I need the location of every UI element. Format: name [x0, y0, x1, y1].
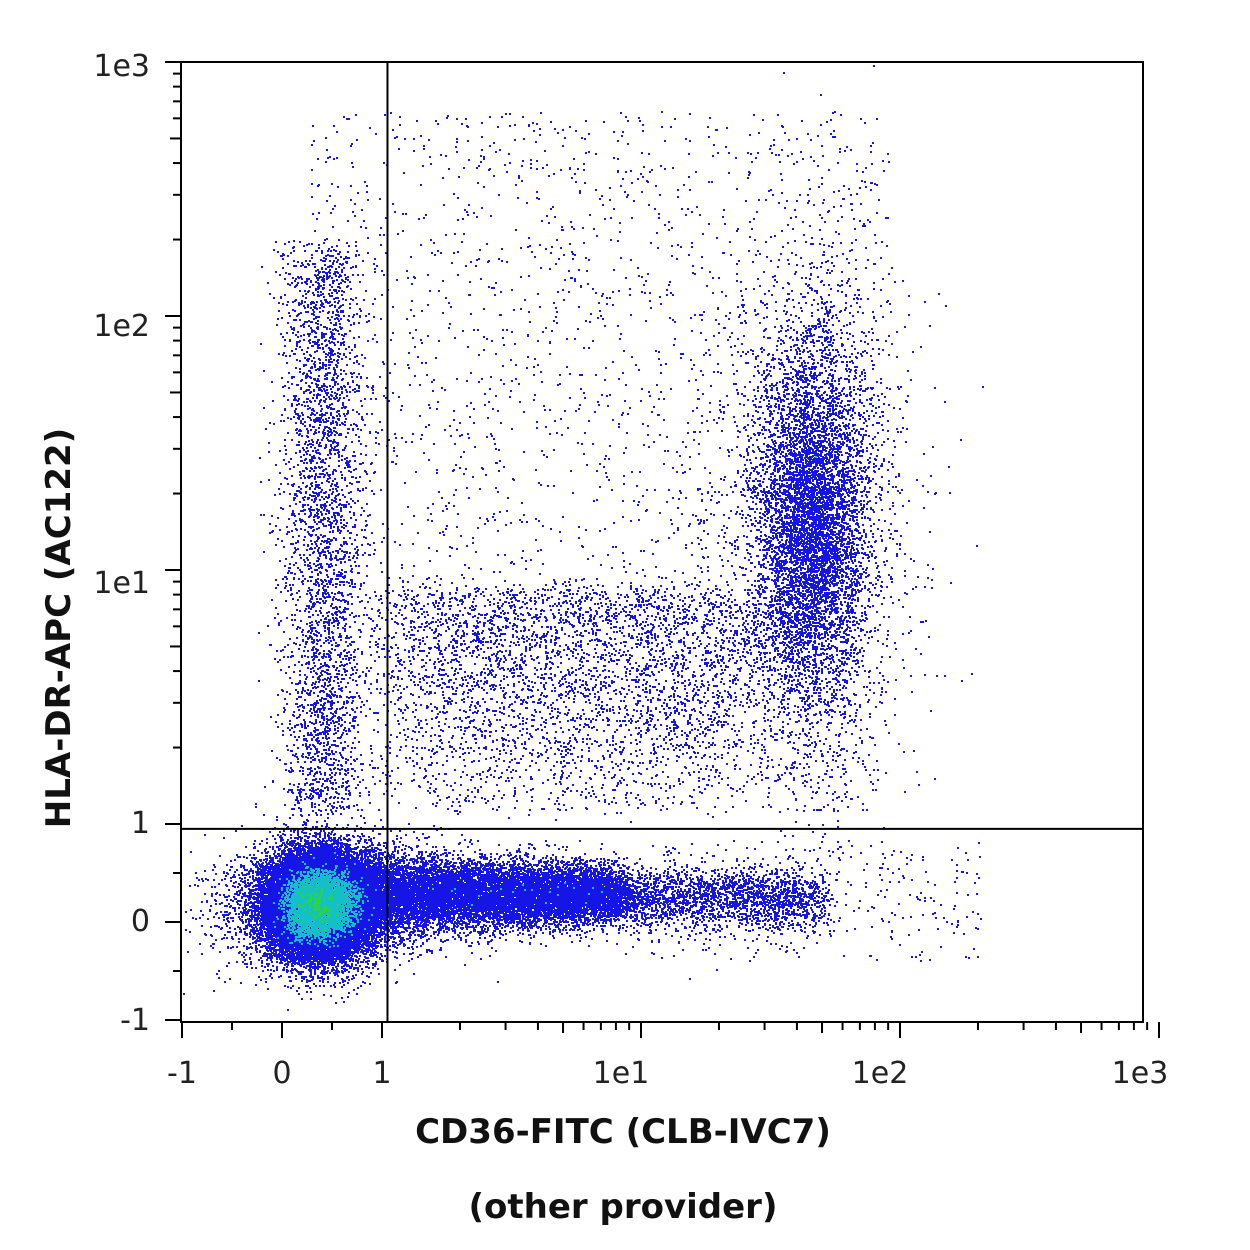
x-axis-title: CD36-FITC (CLB-IVC7): [415, 1112, 831, 1152]
y-tick-label: 1e3: [93, 49, 150, 84]
y-tick-label: 1: [131, 806, 150, 841]
x-tick-label: 1e1: [593, 1056, 650, 1091]
x-tick-label: 1e2: [852, 1056, 909, 1091]
x-tick-label: 1: [372, 1056, 391, 1091]
x-tick-label: 0: [272, 1056, 291, 1091]
x-tick-label: 1e3: [1112, 1056, 1169, 1091]
y-tick-label: 1e1: [93, 566, 150, 601]
x-axis-subtitle: (other provider): [468, 1187, 777, 1227]
x-tick-label: -1: [167, 1056, 197, 1091]
x-axis-ticks: [181, 1022, 1160, 1038]
y-tick-label: 0: [131, 904, 150, 939]
density-level-dots: [297, 883, 344, 931]
event-dots: [183, 65, 984, 1011]
y-axis-title: HLA-DR-APC (AC122): [39, 428, 79, 828]
y-tick-label: -1: [120, 1003, 150, 1038]
plot-frame: [180, 61, 1144, 1023]
y-tick-label: 1e2: [93, 309, 150, 344]
density-level-dots: [183, 65, 984, 1011]
y-axis-ticks: [165, 61, 181, 1021]
density-level-dots: [273, 456, 817, 948]
